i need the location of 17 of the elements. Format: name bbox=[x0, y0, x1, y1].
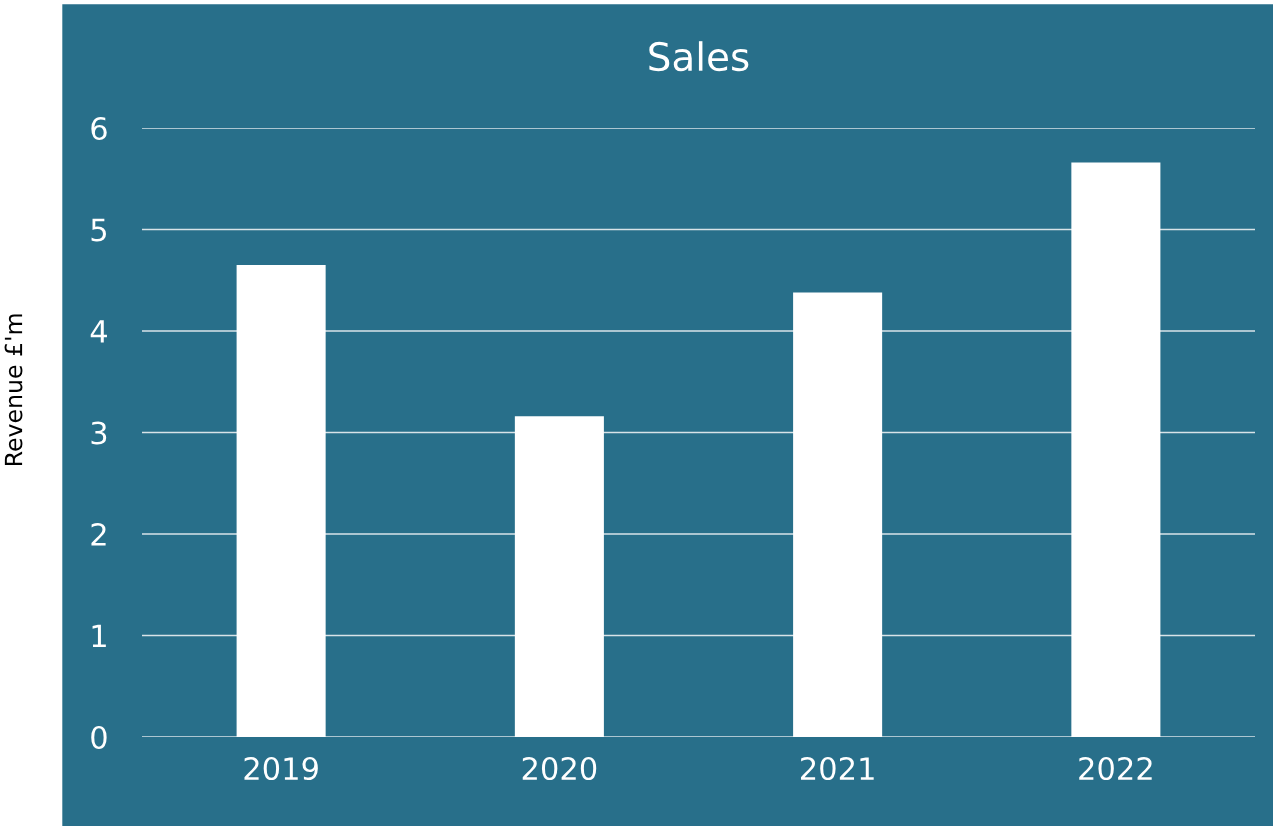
y-axis-title: Revenue £'m bbox=[4, 314, 23, 465]
y-tick-label: 0 bbox=[91, 725, 107, 750]
bar bbox=[793, 292, 883, 737]
y-tick-label: 2 bbox=[91, 522, 106, 546]
y-tick-label: 3 bbox=[91, 421, 107, 445]
chart-title: Sales bbox=[649, 41, 749, 72]
x-tick-label: 2022 bbox=[1079, 756, 1152, 781]
x-tick-label: 2019 bbox=[244, 756, 318, 781]
x-tick-label: 2021 bbox=[800, 756, 874, 781]
y-tick-label: 4 bbox=[90, 320, 107, 343]
bar bbox=[514, 416, 604, 737]
x-tick-label: 2020 bbox=[522, 756, 597, 781]
y-tick-label: 1 bbox=[92, 624, 106, 648]
bar bbox=[236, 265, 326, 737]
y-tick-label: 5 bbox=[91, 218, 106, 242]
bar bbox=[1071, 162, 1161, 737]
y-tick-label: 6 bbox=[91, 116, 107, 141]
